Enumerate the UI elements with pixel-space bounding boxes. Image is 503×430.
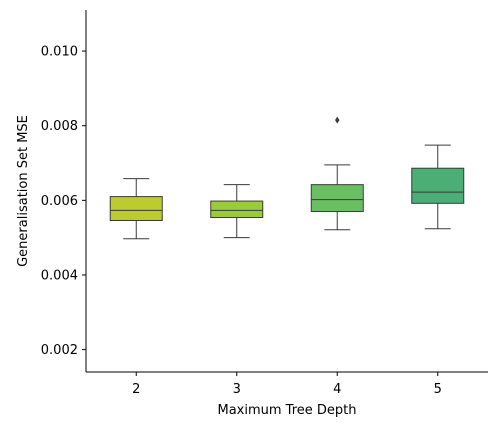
y-tick-label: 0.006 [41, 194, 78, 209]
y-tick-label: 0.010 [41, 45, 78, 60]
outlier-point [335, 116, 340, 124]
x-tick-label: 3 [233, 382, 241, 397]
box [411, 167, 465, 204]
box [210, 200, 264, 218]
y-tick-label: 0.008 [41, 119, 78, 134]
box [109, 196, 163, 221]
x-ticks: 2 3 4 5 [132, 372, 442, 397]
box-group-3 [210, 184, 264, 239]
y-tick-label: 0.004 [41, 268, 78, 283]
x-tick-label: 4 [333, 382, 341, 397]
box-group-5 [411, 144, 465, 230]
x-tick-label: 5 [434, 382, 442, 397]
y-tick-label: 0.002 [41, 343, 78, 358]
y-axis-label: Generalisation Set MSE [16, 115, 31, 267]
box-group-4 [310, 116, 364, 231]
x-tick-label: 2 [132, 382, 140, 397]
x-axis-label: Maximum Tree Depth [217, 403, 356, 418]
y-ticks: 0.002 0.004 0.006 0.008 0.010 [41, 45, 86, 358]
boxes-layer [109, 116, 465, 240]
box [310, 184, 364, 213]
box-group-2 [109, 178, 163, 240]
